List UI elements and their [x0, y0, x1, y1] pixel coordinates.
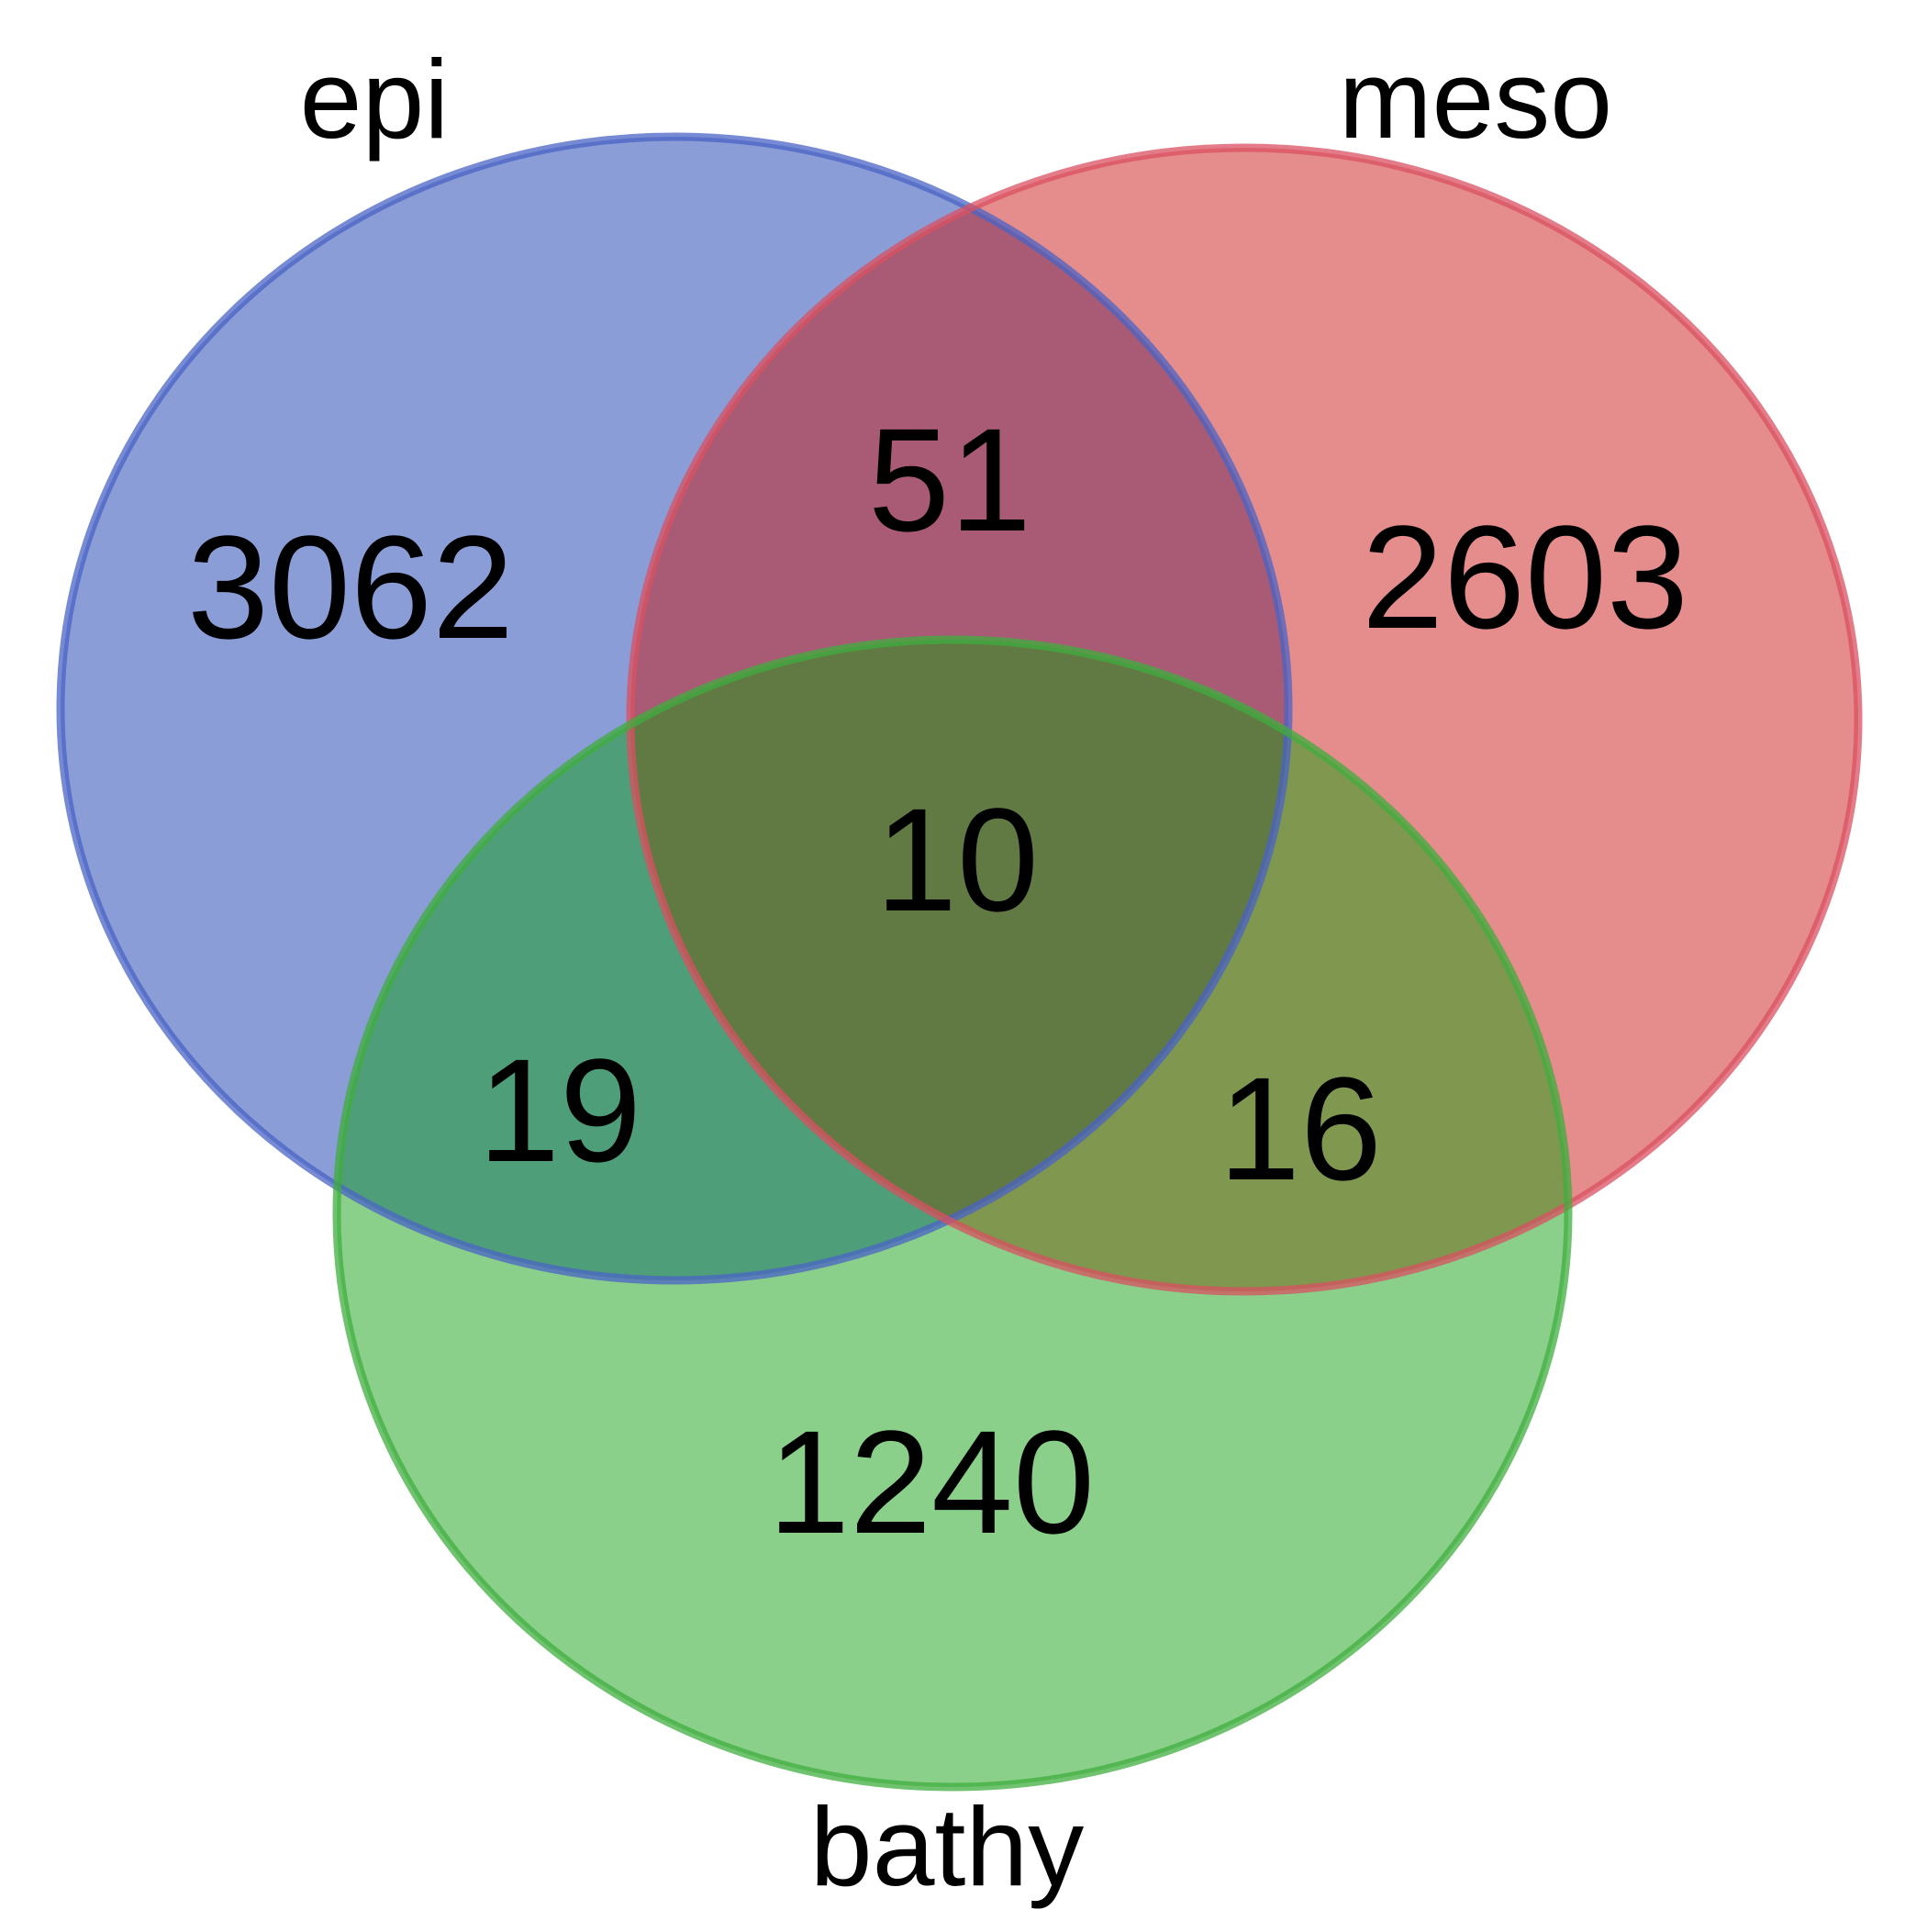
epi-only-count: 3062 — [187, 505, 514, 669]
meso-bathy-count: 16 — [1219, 1046, 1382, 1211]
bathy-set-label: bathy — [810, 1784, 1084, 1909]
epi-set-outline — [56, 132, 1293, 1285]
epi-set-label: epi — [300, 37, 450, 162]
meso-only-count: 2603 — [1362, 495, 1688, 659]
epi-meso-bathy-count: 10 — [875, 777, 1039, 942]
bathy-set-outline — [332, 635, 1573, 1792]
epi-meso-bathy-overlap — [630, 640, 1288, 1280]
epi-meso-count: 51 — [868, 397, 1031, 562]
meso-set-label: meso — [1339, 37, 1612, 162]
epi-bathy-count: 19 — [478, 1028, 641, 1192]
bathy-only-count: 1240 — [768, 1400, 1095, 1564]
